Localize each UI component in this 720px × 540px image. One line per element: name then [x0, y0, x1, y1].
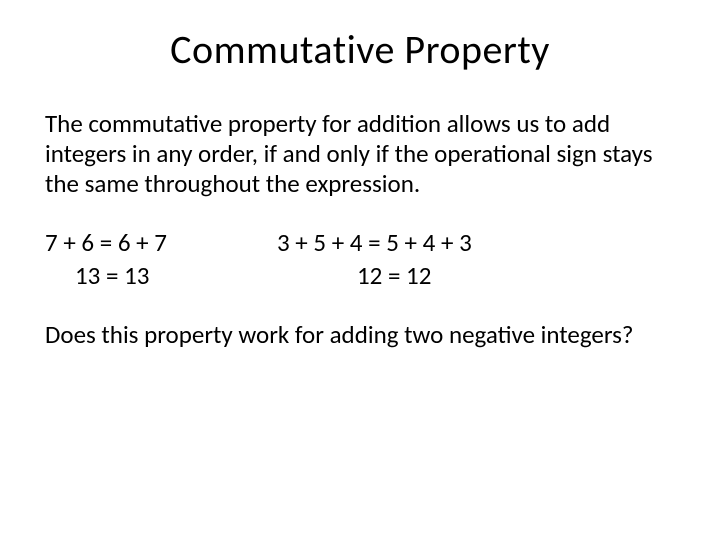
example-two-result: 12 = 12 — [277, 260, 472, 293]
description-paragraph: The commutative property for addition al… — [45, 109, 675, 199]
example-one: 7 + 6 = 6 + 7 13 = 13 — [45, 227, 167, 292]
example-one-result: 13 = 13 — [45, 260, 167, 293]
example-two-equation: 3 + 5 + 4 = 5 + 4 + 3 — [277, 227, 472, 260]
question-text: Does this property work for adding two n… — [45, 320, 675, 350]
slide-title: Commutative Property — [45, 25, 675, 74]
example-one-equation: 7 + 6 = 6 + 7 — [45, 227, 167, 260]
examples-container: 7 + 6 = 6 + 7 13 = 13 3 + 5 + 4 = 5 + 4 … — [45, 227, 675, 292]
example-two: 3 + 5 + 4 = 5 + 4 + 3 12 = 12 — [247, 227, 472, 292]
